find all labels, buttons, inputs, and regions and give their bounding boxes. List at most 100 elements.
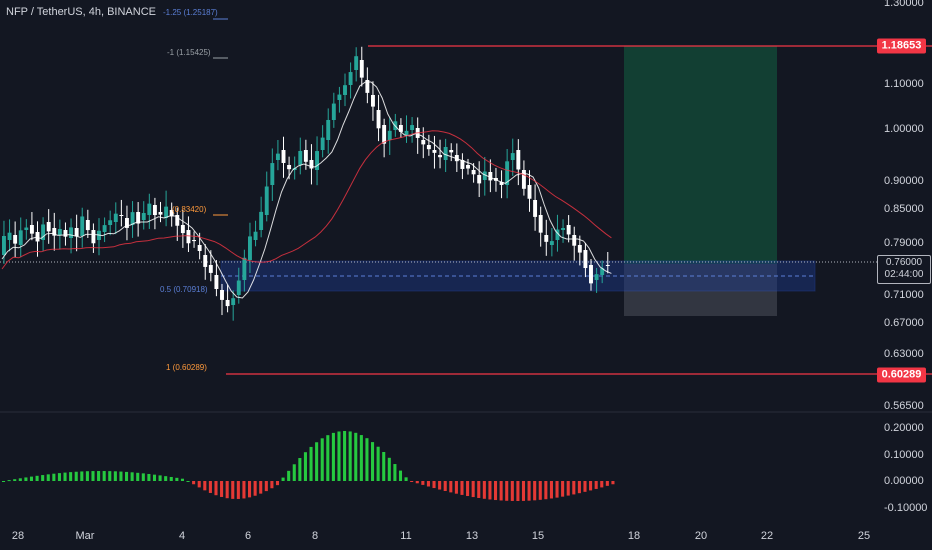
histogram-bar [108, 471, 112, 481]
histogram-bar [527, 481, 531, 501]
oscillator-axis-label: 0.20000 [884, 422, 924, 434]
histogram-bar [471, 481, 475, 498]
histogram-bar [488, 481, 492, 500]
take-profit-zone [624, 46, 777, 264]
oscillator-axis-label: -0.10000 [884, 502, 928, 514]
candle-body [533, 200, 538, 217]
candle-body [248, 236, 252, 260]
histogram-bar [482, 481, 486, 499]
histogram-bar [382, 451, 386, 481]
oscillator-axis-label: 0.00000 [884, 475, 924, 487]
histogram-bar [91, 471, 95, 481]
fast-ma-line [1, 81, 612, 299]
candle-body [371, 95, 375, 107]
candle-body [74, 228, 79, 237]
stop-loss-zone [624, 264, 777, 316]
price-tag-upper[interactable]: 1.18653 [877, 38, 926, 54]
histogram-bar [398, 470, 403, 481]
candle-body [359, 60, 364, 78]
candle-countdown: 02:44:00 [884, 269, 924, 280]
histogram-bar [421, 481, 425, 485]
histogram-bar [600, 481, 604, 488]
histogram-bar [477, 481, 481, 498]
candle-body [303, 150, 308, 162]
candle-body [510, 153, 515, 160]
candle-body [169, 210, 174, 217]
candle-body [449, 150, 454, 153]
candle-body [426, 145, 431, 150]
candle-body [85, 220, 90, 231]
candle-body [175, 215, 180, 226]
fib-label-05: 0.5 (0.70918) [160, 285, 208, 294]
histogram-bar [13, 479, 17, 481]
price-axis-label: 0.90000 [884, 175, 924, 187]
candle-body [180, 225, 185, 234]
histogram-bar [253, 481, 257, 496]
candle-body [18, 230, 23, 245]
histogram-bar [589, 481, 593, 491]
price-axis-label: 1.00000 [884, 123, 924, 135]
histogram-bar [315, 442, 319, 481]
histogram-bar [287, 470, 291, 481]
candle-body [270, 163, 275, 185]
histogram-bar [147, 473, 151, 481]
time-axis-label: 28 [11, 530, 25, 542]
candle-body [41, 224, 46, 240]
histogram-bar [432, 481, 436, 489]
candle-body [57, 228, 62, 235]
candle-body [63, 230, 68, 237]
candle-body [108, 220, 113, 225]
histogram-bar [18, 478, 22, 481]
candle-body [460, 160, 465, 169]
histogram-bar [208, 481, 212, 493]
candle-body [141, 213, 146, 220]
histogram-bar [220, 481, 224, 497]
histogram-bar [281, 477, 285, 481]
time-axis-label: 8 [311, 530, 319, 542]
histogram-bar [572, 481, 576, 495]
histogram-bar [186, 481, 190, 482]
current-price-tag[interactable]: 0.76000 02:44:00 [877, 255, 931, 284]
candle-body [331, 103, 336, 120]
candle-body [259, 211, 264, 230]
histogram-bar [566, 481, 570, 496]
time-axis-label: 15 [531, 530, 545, 542]
candle-body [354, 56, 359, 70]
candle-body [454, 155, 459, 162]
candle-body [566, 225, 571, 235]
histogram-bar [203, 481, 207, 491]
histogram-bar [611, 481, 615, 485]
histogram-bar [80, 471, 84, 481]
time-axis-label: 4 [178, 530, 186, 542]
histogram-bar [7, 480, 11, 482]
histogram-bar [136, 472, 140, 481]
histogram-bar [387, 457, 391, 481]
candle-body [52, 228, 57, 236]
histogram-bar [102, 471, 106, 481]
histogram-bar [141, 473, 145, 481]
candle-body [443, 146, 448, 160]
candle-body [125, 218, 129, 228]
histogram-bar [320, 438, 324, 481]
time-axis-label: 13 [465, 530, 479, 542]
price-axis-label: 1.30000 [884, 0, 924, 9]
candle-body [549, 241, 554, 245]
histogram-bar [264, 481, 268, 492]
candle-body [220, 290, 224, 300]
histogram-bar [214, 481, 218, 496]
time-axis-label: 6 [244, 530, 252, 542]
price-axis-label: 1.10000 [884, 78, 924, 90]
time-axis-label: 22 [760, 530, 774, 542]
histogram-bar [354, 432, 358, 481]
price-tag-lower[interactable]: 0.60289 [877, 367, 926, 383]
candle-body [214, 275, 219, 289]
histogram-bar [225, 481, 229, 499]
candle-body [136, 212, 141, 224]
candle-body [236, 280, 241, 295]
histogram-bar [415, 481, 419, 484]
candle-body [46, 222, 51, 232]
candle-body [365, 80, 370, 93]
price-axis-label: 0.71000 [884, 289, 924, 301]
histogram-bar [594, 481, 598, 489]
